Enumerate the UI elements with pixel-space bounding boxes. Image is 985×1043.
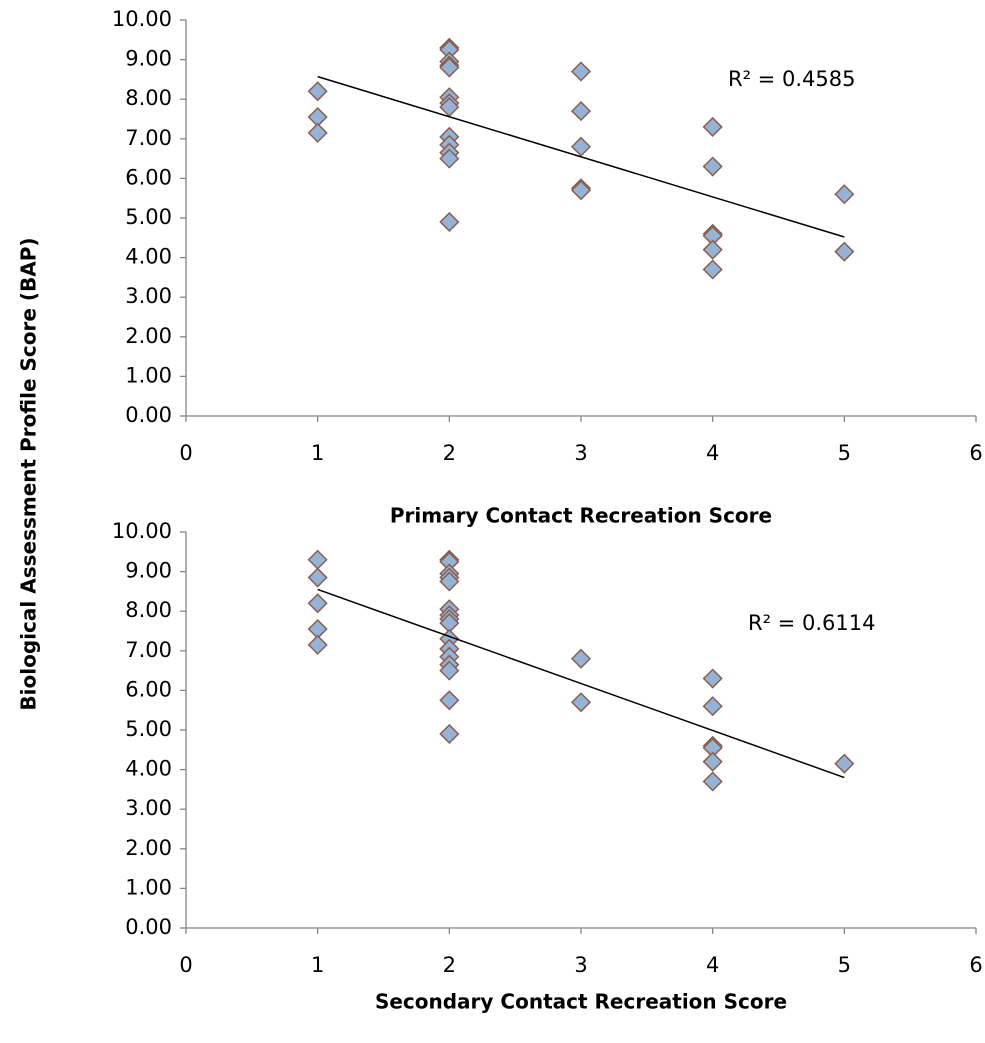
- x-axis-title: Secondary Contact Recreation Score: [375, 990, 787, 1014]
- point: [834, 184, 855, 205]
- point: [307, 567, 328, 588]
- x-tick-label: 4: [706, 953, 719, 977]
- x-tick-label: 1: [311, 953, 324, 977]
- point: [307, 634, 328, 655]
- point: [439, 660, 460, 681]
- point: [834, 753, 855, 774]
- point: [702, 668, 723, 689]
- x-tick-label: 6: [969, 953, 982, 977]
- y-tick-label: 5.00: [125, 717, 172, 741]
- y-tick-label: 0.00: [125, 915, 172, 939]
- point: [702, 751, 723, 772]
- point: [439, 148, 460, 169]
- point: [702, 239, 723, 260]
- point: [702, 696, 723, 717]
- y-tick-label: 1.00: [125, 875, 172, 899]
- point: [570, 692, 592, 713]
- y-tick-label: 2.00: [125, 324, 172, 348]
- point: [307, 593, 328, 614]
- y-tick-label: 4.00: [125, 757, 172, 781]
- point: [702, 116, 723, 137]
- x-tick-label: 6: [969, 441, 982, 465]
- x-tick-label: 5: [838, 953, 851, 977]
- trendline: [317, 75, 845, 238]
- y-tick-label: 3.00: [125, 284, 172, 308]
- point: [570, 136, 592, 157]
- y-tick-label: 7.00: [125, 126, 172, 150]
- y-tick-label: 6.00: [125, 677, 172, 701]
- point: [439, 57, 460, 78]
- point: [570, 180, 592, 201]
- point: [834, 241, 855, 262]
- y-tick-label: 10.00: [112, 519, 172, 543]
- point: [307, 81, 328, 102]
- y-tick-label: 0.00: [125, 403, 172, 427]
- point: [570, 101, 592, 122]
- y-axis-title: Biological Assessment Profile Score (BAP…: [17, 237, 41, 710]
- y-tick-label: 9.00: [125, 559, 172, 583]
- y-tick-label: 3.00: [125, 796, 172, 820]
- y-tick-label: 4.00: [125, 245, 172, 269]
- y-tick-label: 8.00: [125, 598, 172, 622]
- point: [439, 211, 460, 233]
- point: [307, 122, 328, 143]
- x-tick-label: 0: [179, 953, 192, 977]
- x-tick-label: 1: [311, 441, 324, 465]
- y-tick-label: 9.00: [125, 47, 172, 71]
- r-squared: R² = 0.4585: [728, 67, 855, 91]
- x-tick-label: 0: [179, 441, 192, 465]
- x-tick-label: 3: [574, 441, 587, 465]
- point: [702, 259, 723, 280]
- trendline: [317, 588, 845, 779]
- r-squared: R² = 0.6114: [748, 611, 875, 635]
- point: [439, 723, 460, 745]
- y-tick-label: 2.00: [125, 836, 172, 860]
- point: [570, 648, 592, 669]
- x-tick-label: 2: [443, 953, 456, 977]
- point: [702, 156, 723, 177]
- point: [439, 571, 460, 592]
- x-tick-label: 3: [574, 953, 587, 977]
- x-tick-label: 2: [443, 441, 456, 465]
- point: [570, 61, 592, 82]
- y-tick-label: 7.00: [125, 638, 172, 662]
- point: [439, 690, 460, 711]
- x-axis-title: Primary Contact Recreation Score: [390, 504, 772, 528]
- point: [307, 549, 328, 570]
- y-tick-label: 5.00: [125, 205, 172, 229]
- x-tick-label: 5: [838, 441, 851, 465]
- y-tick-label: 6.00: [125, 165, 172, 189]
- y-tick-label: 8.00: [125, 86, 172, 110]
- point: [702, 771, 723, 792]
- y-tick-label: 10.00: [112, 7, 172, 31]
- x-tick-label: 4: [706, 441, 719, 465]
- y-tick-label: 1.00: [125, 363, 172, 387]
